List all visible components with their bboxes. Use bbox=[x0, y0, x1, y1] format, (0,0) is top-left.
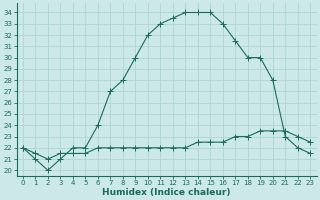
X-axis label: Humidex (Indice chaleur): Humidex (Indice chaleur) bbox=[102, 188, 231, 197]
